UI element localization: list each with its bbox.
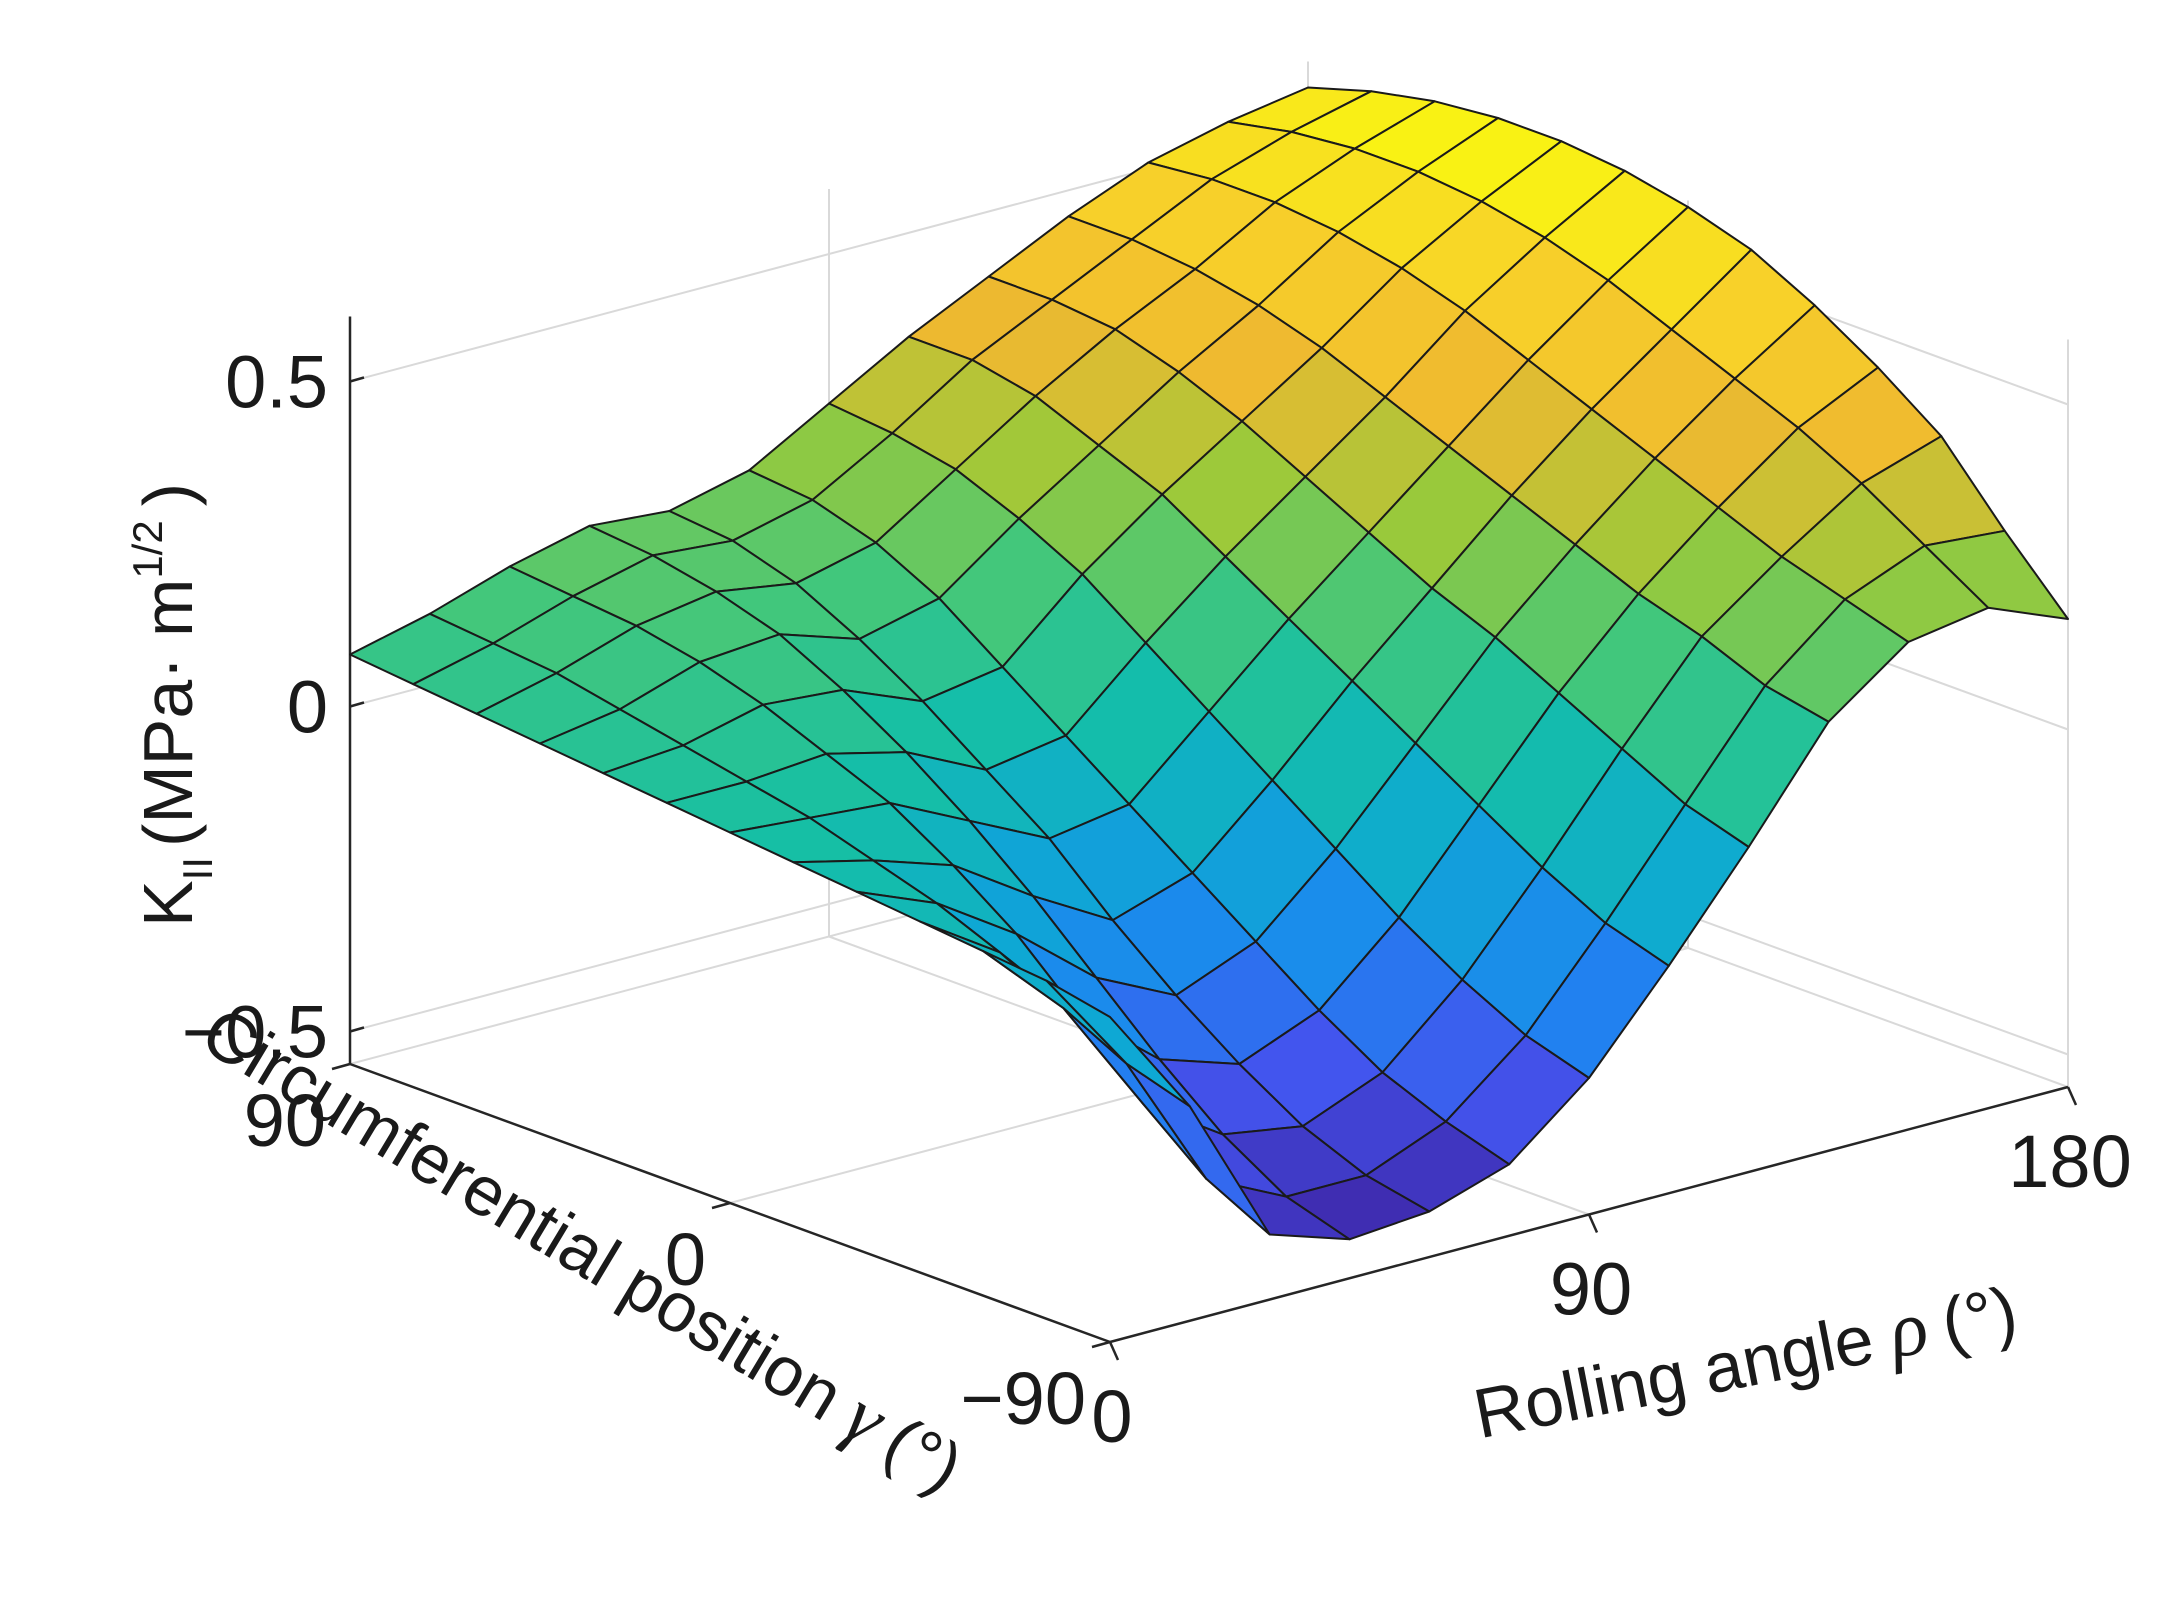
y-axis-label: Circumferential positionγ(°) [188, 986, 979, 1509]
surface-mesh [349, 86, 2069, 1241]
surface-patch-0-0 [1045, 979, 1191, 1108]
x-tick-label-1: 90 [1550, 1248, 1632, 1331]
y-tick-label-0: 90 [244, 1079, 326, 1162]
z-tick-mark-2 [349, 1026, 365, 1033]
z-tick-label-0: 0.5 [225, 341, 328, 424]
y-tick-label-2: −90 [960, 1357, 1086, 1440]
x-label-symbol: ρ [1879, 1282, 1934, 1375]
z-tick-label-2: −0.5 [182, 991, 328, 1074]
z-label-superscript: 1/2 [124, 520, 171, 578]
x-label-unit: (°) [1935, 1272, 2023, 1363]
z-label-units: (MPa· m [129, 579, 207, 847]
x-tick-label-0: 0 [1091, 1375, 1132, 1458]
x-tick-label-2: 180 [2008, 1120, 2131, 1203]
x-tick-mark-2 [2066, 1086, 2078, 1106]
z-tick-mark-1 [349, 701, 365, 708]
z-tick-label-1: 0 [287, 666, 328, 749]
z-axis-label: KII (MPa· m1/2) [124, 483, 221, 927]
y-tick-mark-2 [1091, 1340, 1111, 1349]
x-label-text: Rolling angle [1468, 1299, 1880, 1453]
x-tick-mark-1 [1587, 1213, 1599, 1234]
x-tick-mark-0 [1108, 1341, 1120, 1361]
svg-text:Circumferential positionγ(°): Circumferential positionγ(°) [188, 986, 979, 1509]
z-label-close: ) [129, 483, 207, 506]
z-label-subscript: II [174, 857, 221, 880]
z-label-base: K [129, 880, 207, 927]
y-tick-mark-1 [711, 1201, 731, 1210]
svg-text:KII(MPa· m1/2): KII (MPa· m1/2) [124, 483, 221, 927]
y-tick-mark-0 [331, 1062, 351, 1071]
z-tick-mark-0 [349, 376, 365, 383]
y-tick-label-1: 0 [665, 1218, 706, 1301]
